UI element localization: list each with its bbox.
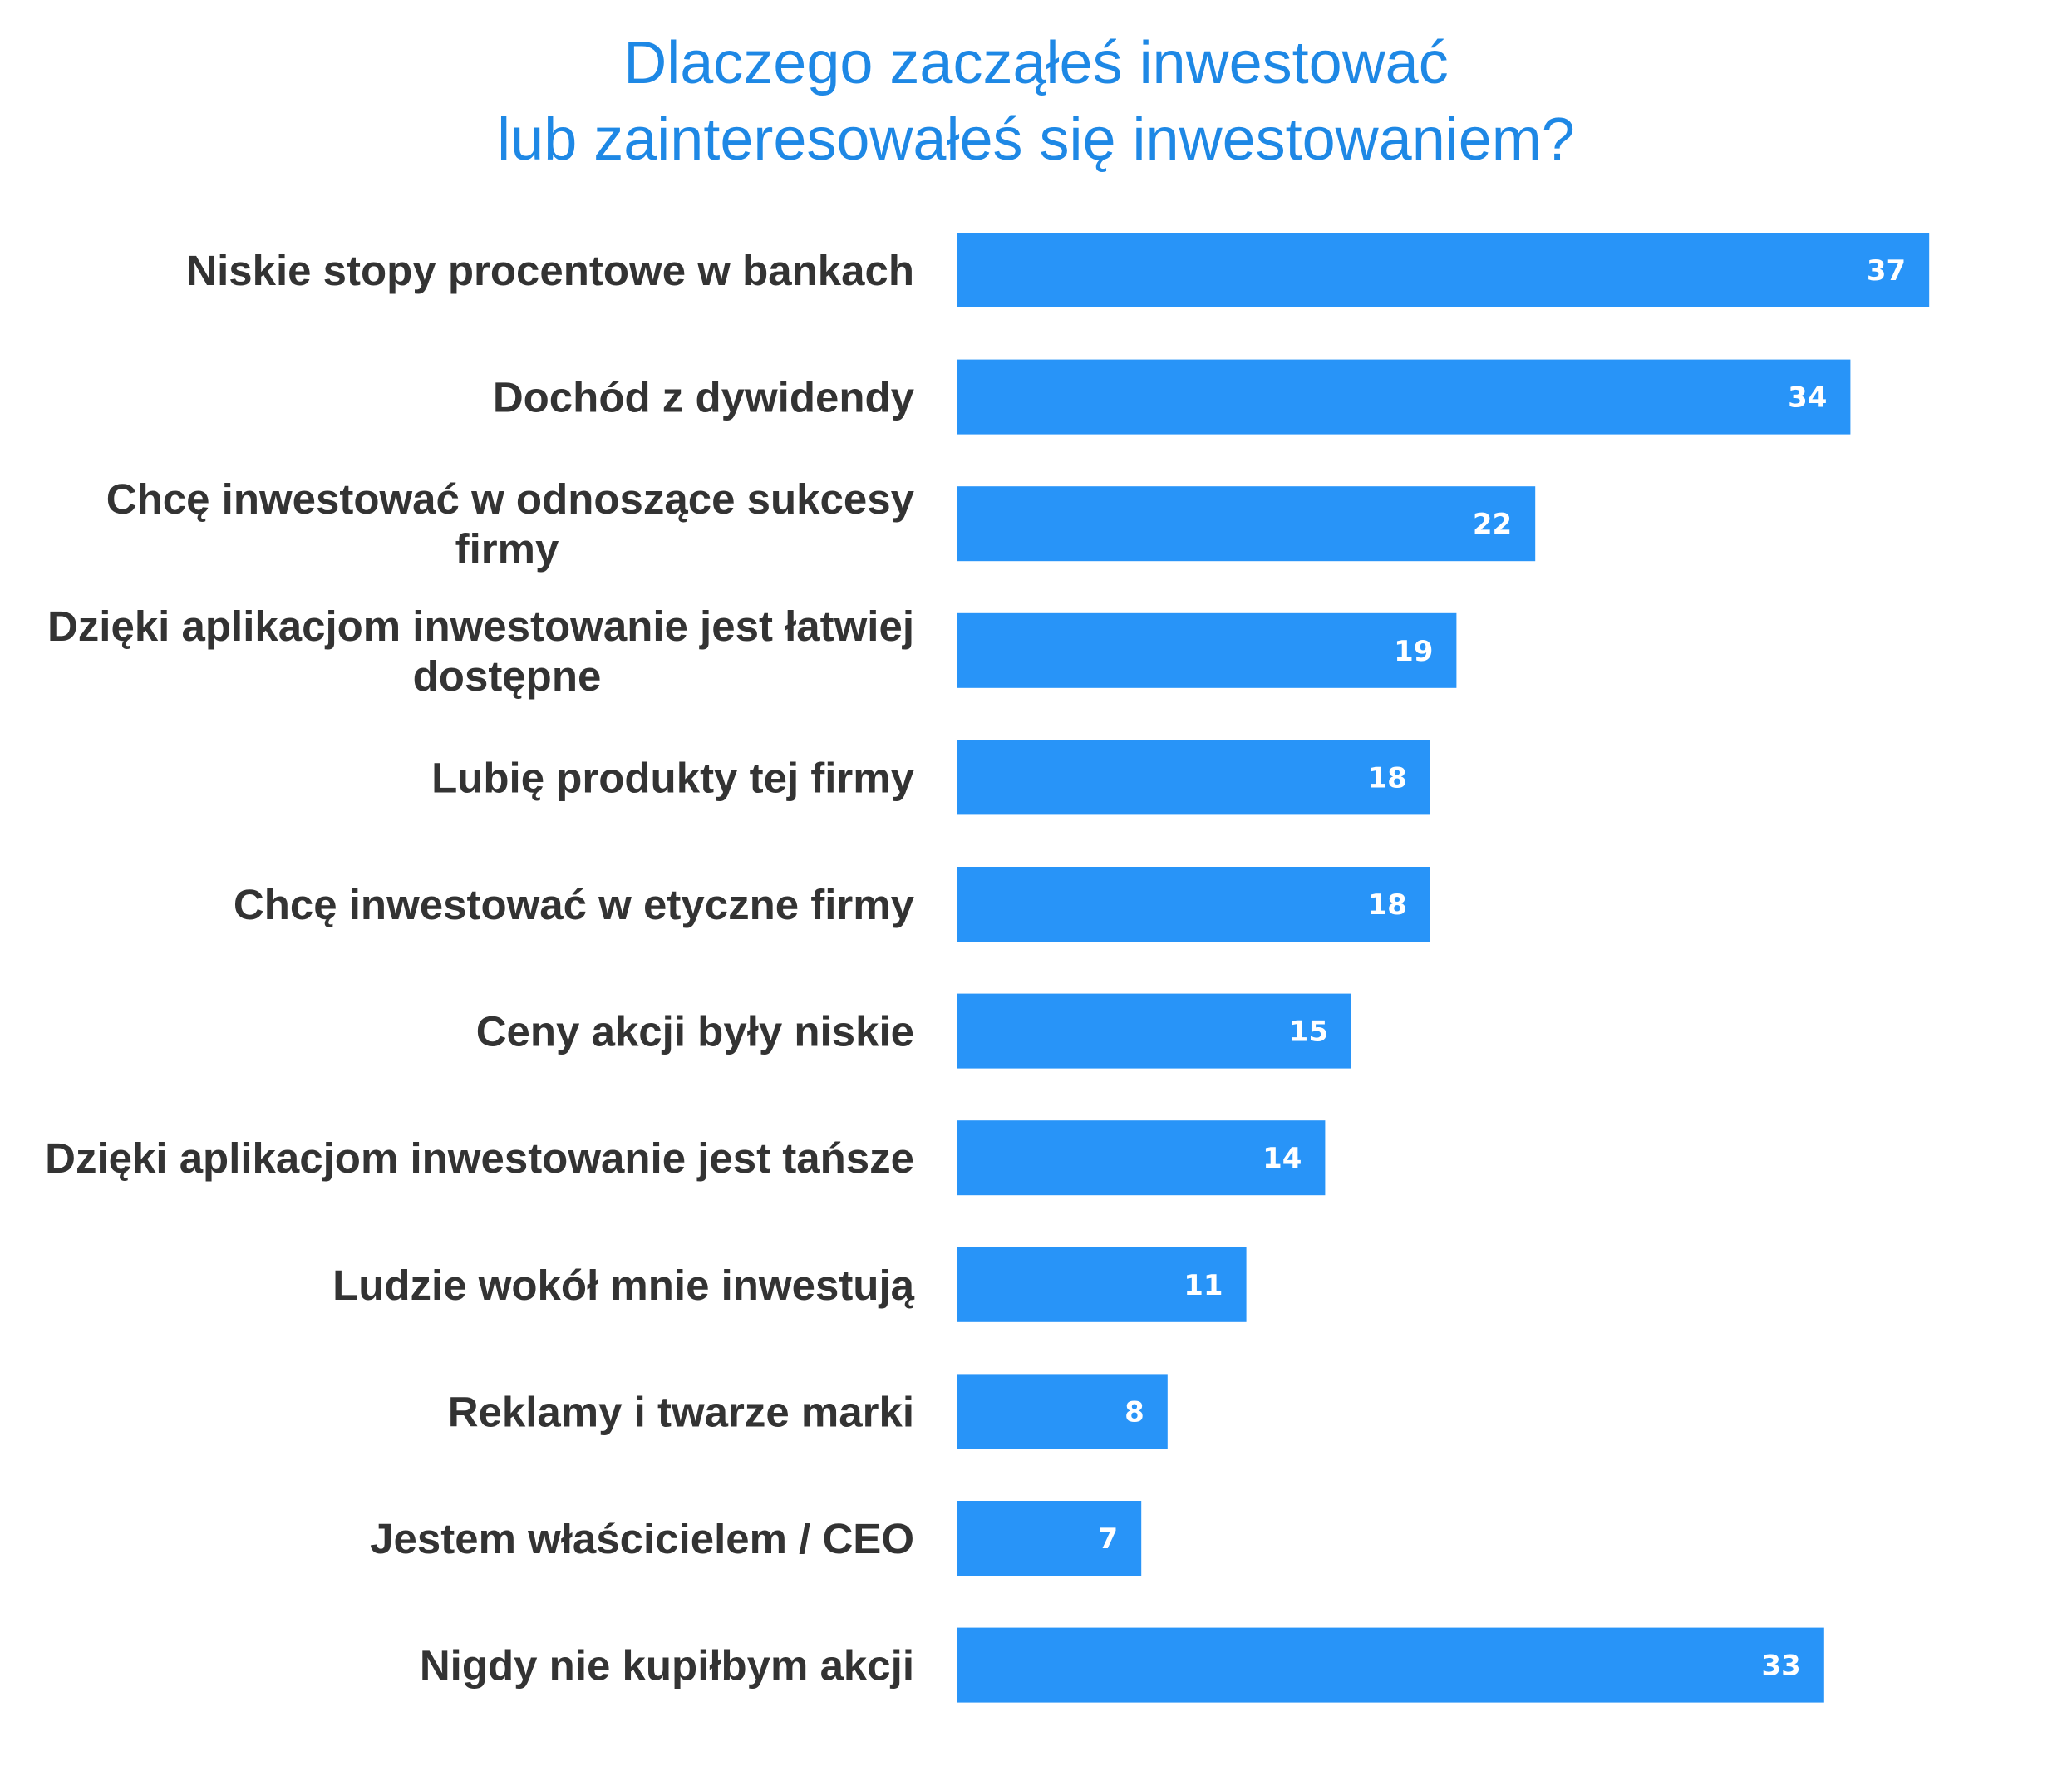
category-label-6: Chcę inwestować w etyczne firmy — [234, 881, 915, 928]
chart-title-line-1: Dlaczego zacząłeś inwestować — [623, 30, 1449, 96]
bar-value-label-1: 37 — [1867, 254, 1906, 288]
bar-11 — [957, 1501, 1142, 1576]
bar-12 — [957, 1627, 1824, 1703]
bar-7 — [957, 993, 1351, 1069]
chart-title: Dlaczego zacząłeś inwestować lub zainter… — [0, 25, 2072, 178]
category-label-12: Nigdy nie kupiłbym akcji — [420, 1642, 914, 1690]
bar-value-label-5: 18 — [1367, 761, 1406, 794]
bar-value-label-10: 8 — [1125, 1395, 1144, 1429]
category-label-5: Lubię produkty tej firmy — [431, 754, 915, 801]
category-label-11: Jestem właścicielem / CEO — [370, 1515, 914, 1562]
bar-1 — [957, 233, 1930, 307]
bar-value-label-7: 15 — [1289, 1016, 1328, 1049]
category-label-10: Reklamy i twarze marki — [448, 1388, 914, 1435]
category-label-8: Dzięki aplikacjom inwestowanie jest tańs… — [45, 1134, 914, 1182]
bar-value-label-8: 14 — [1262, 1142, 1302, 1175]
category-label-7: Ceny akcji były niskie — [476, 1008, 914, 1055]
category-label-2: Dochód z dywidendy — [493, 374, 915, 421]
bar-value-label-2: 34 — [1788, 381, 1827, 415]
category-label-9: Ludzie wokół mnie inwestują — [332, 1262, 915, 1309]
category-label-4-line-1: Dzięki aplikacjom inwestowanie jest łatw… — [47, 603, 914, 650]
bar-value-label-3: 22 — [1473, 508, 1512, 541]
bar-10 — [957, 1374, 1168, 1449]
bar-9 — [957, 1247, 1247, 1322]
bar-value-label-6: 18 — [1367, 888, 1406, 922]
bar-2 — [957, 359, 1851, 435]
category-label-1: Niskie stopy procentowe w bankach — [186, 247, 914, 294]
bar-value-label-4: 19 — [1394, 635, 1433, 668]
bar-value-label-9: 11 — [1184, 1269, 1223, 1302]
category-label-3-line-2: firmy — [455, 525, 559, 573]
bar-8 — [957, 1120, 1326, 1196]
bar-5 — [957, 740, 1430, 815]
category-label-4-line-2: dostępne — [413, 652, 602, 700]
bar-value-label-12: 33 — [1761, 1650, 1800, 1683]
category-label-3-line-1: Chcę inwestować w odnoszące sukcesy — [106, 475, 915, 523]
bar-3 — [957, 486, 1536, 562]
bar-6 — [957, 867, 1430, 942]
bar-value-label-11: 7 — [1099, 1523, 1119, 1556]
chart-title-line-2: lub zainteresowałeś się inwestowaniem? — [497, 106, 1575, 173]
bar-4 — [957, 612, 1457, 688]
